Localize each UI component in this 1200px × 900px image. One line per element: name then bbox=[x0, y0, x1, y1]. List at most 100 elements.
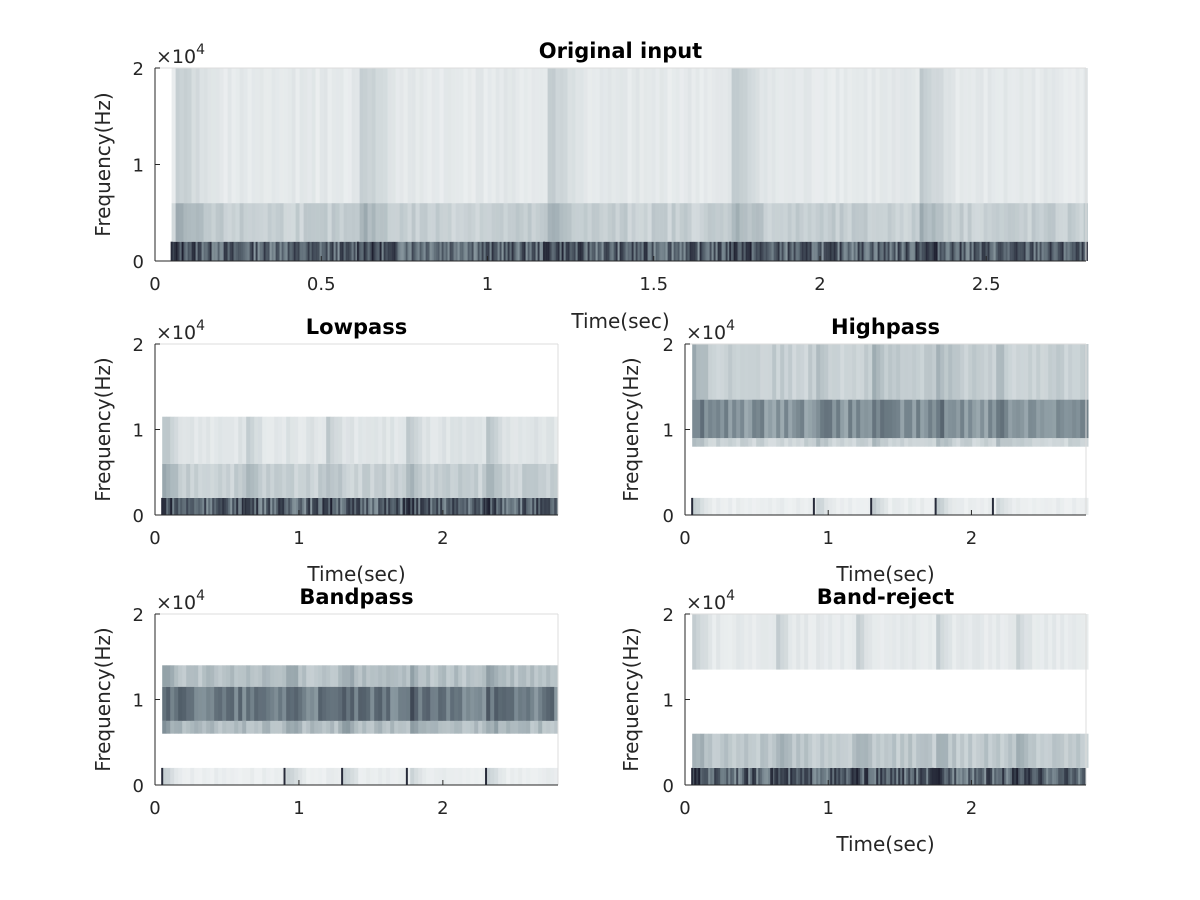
spectrogram-column bbox=[992, 497, 997, 515]
spectrogram-column bbox=[399, 68, 404, 204]
spectrogram-column bbox=[301, 241, 304, 261]
spectrogram-column bbox=[783, 68, 788, 204]
spectrogram-column bbox=[906, 767, 909, 785]
spectrogram-column bbox=[952, 344, 957, 400]
spectrogram-column bbox=[814, 767, 817, 785]
spectrogram-column bbox=[864, 614, 869, 670]
spectrogram-column bbox=[1029, 241, 1032, 261]
spectrogram-column bbox=[968, 438, 973, 447]
spectrogram-column bbox=[387, 68, 392, 204]
spectrogram-column bbox=[740, 344, 745, 400]
spectrogram-column bbox=[629, 241, 632, 261]
spectrogram-column bbox=[663, 68, 668, 204]
spectrogram-column bbox=[772, 438, 777, 447]
spectrogram-column bbox=[419, 68, 424, 204]
spectrogram-column bbox=[238, 416, 243, 464]
spectrogram-column bbox=[358, 686, 363, 721]
spectrogram-column bbox=[755, 68, 760, 204]
x-tick-label: 2 bbox=[437, 528, 448, 549]
spectrogram-column bbox=[741, 241, 744, 261]
spectrogram-column bbox=[607, 203, 612, 242]
spectrogram-column bbox=[762, 767, 765, 785]
spectrogram-column bbox=[968, 767, 971, 785]
spectrogram-column bbox=[506, 720, 511, 734]
spectrogram-column bbox=[226, 767, 231, 785]
spectrogram-column bbox=[214, 720, 219, 734]
spectrogram-column bbox=[811, 241, 814, 261]
spectrogram-column bbox=[836, 614, 841, 670]
spectrogram-column bbox=[1024, 399, 1029, 439]
spectrogram-column bbox=[347, 68, 352, 204]
spectrogram-column bbox=[924, 767, 927, 785]
spectrogram-column bbox=[894, 767, 897, 785]
spectrogram-column bbox=[988, 438, 993, 447]
spectrogram-column bbox=[266, 497, 269, 515]
x-tick-label: 0 bbox=[679, 528, 690, 549]
spectrogram-column bbox=[504, 497, 507, 515]
spectrogram-column bbox=[1028, 767, 1031, 785]
spectrogram-column bbox=[214, 665, 219, 687]
spectrogram-column bbox=[480, 497, 483, 515]
spectrogram-column bbox=[210, 686, 215, 721]
spectrogram-column bbox=[274, 767, 279, 785]
spectrogram-column bbox=[964, 614, 969, 670]
spectrogram-column bbox=[382, 416, 387, 464]
spectrogram-column bbox=[752, 767, 755, 785]
spectrogram-column bbox=[776, 733, 781, 768]
spectrogram-column bbox=[774, 767, 777, 785]
spectrogram-column bbox=[522, 686, 527, 721]
spectrogram-column bbox=[225, 241, 228, 261]
spectrogram-column bbox=[952, 733, 957, 768]
spectrogram-column bbox=[1044, 399, 1049, 439]
spectrogram-column bbox=[828, 733, 833, 768]
spectrogram-column bbox=[1080, 344, 1085, 400]
spectrogram-column bbox=[1060, 399, 1065, 439]
spectrogram-column bbox=[776, 497, 781, 515]
y-tick-label: 0 bbox=[663, 776, 674, 797]
spectrogram-column bbox=[908, 614, 913, 670]
spectrogram-column bbox=[891, 241, 894, 261]
spectrogram-column bbox=[842, 767, 845, 785]
spectrogram-column bbox=[768, 497, 773, 515]
spectrogram-column bbox=[756, 497, 761, 515]
spectrogram-column bbox=[202, 720, 207, 734]
spectrogram-column bbox=[538, 463, 543, 498]
spectrogram-column bbox=[1076, 733, 1081, 768]
spectrogram-column bbox=[494, 686, 499, 721]
spectrogram-column bbox=[230, 686, 235, 721]
spectrogram-column bbox=[327, 241, 330, 261]
spectrogram-column bbox=[780, 399, 785, 439]
spectrogram-column bbox=[703, 241, 706, 261]
spectrogram-column bbox=[280, 497, 283, 515]
spectrogram-column bbox=[242, 665, 247, 687]
spectrogram-column bbox=[816, 344, 821, 400]
spectrogram-column bbox=[796, 497, 801, 515]
spectrogram-column bbox=[286, 463, 291, 498]
spectrogram-column bbox=[378, 720, 383, 734]
spectrogram-column bbox=[710, 767, 713, 785]
spectrogram-column bbox=[399, 203, 404, 242]
spectrogram-column bbox=[1064, 344, 1069, 400]
spectrogram-column bbox=[683, 241, 686, 261]
spectrogram-column bbox=[932, 399, 937, 439]
spectrogram-column bbox=[438, 767, 443, 785]
spectrogram-column bbox=[459, 68, 464, 204]
spectrogram-column bbox=[892, 733, 897, 768]
spectrogram-column bbox=[406, 767, 411, 785]
spectrogram-column bbox=[896, 438, 901, 447]
spectrogram-column bbox=[938, 767, 941, 785]
spectrogram-column bbox=[827, 241, 830, 261]
spectrogram-column bbox=[287, 203, 292, 242]
spectrogram-column bbox=[378, 686, 383, 721]
spectrogram-column bbox=[342, 665, 347, 687]
spectrogram-column bbox=[306, 767, 311, 785]
spectrogram-column bbox=[543, 203, 548, 242]
spectrogram-column bbox=[764, 767, 767, 785]
spectrogram-column bbox=[804, 438, 809, 447]
spectrogram-column bbox=[391, 203, 396, 242]
spectrogram-column bbox=[219, 68, 224, 204]
spectrogram-column bbox=[607, 241, 610, 261]
spectrogram-column bbox=[298, 686, 303, 721]
spectrogram-column bbox=[649, 241, 652, 261]
spectrogram-column bbox=[923, 68, 928, 204]
